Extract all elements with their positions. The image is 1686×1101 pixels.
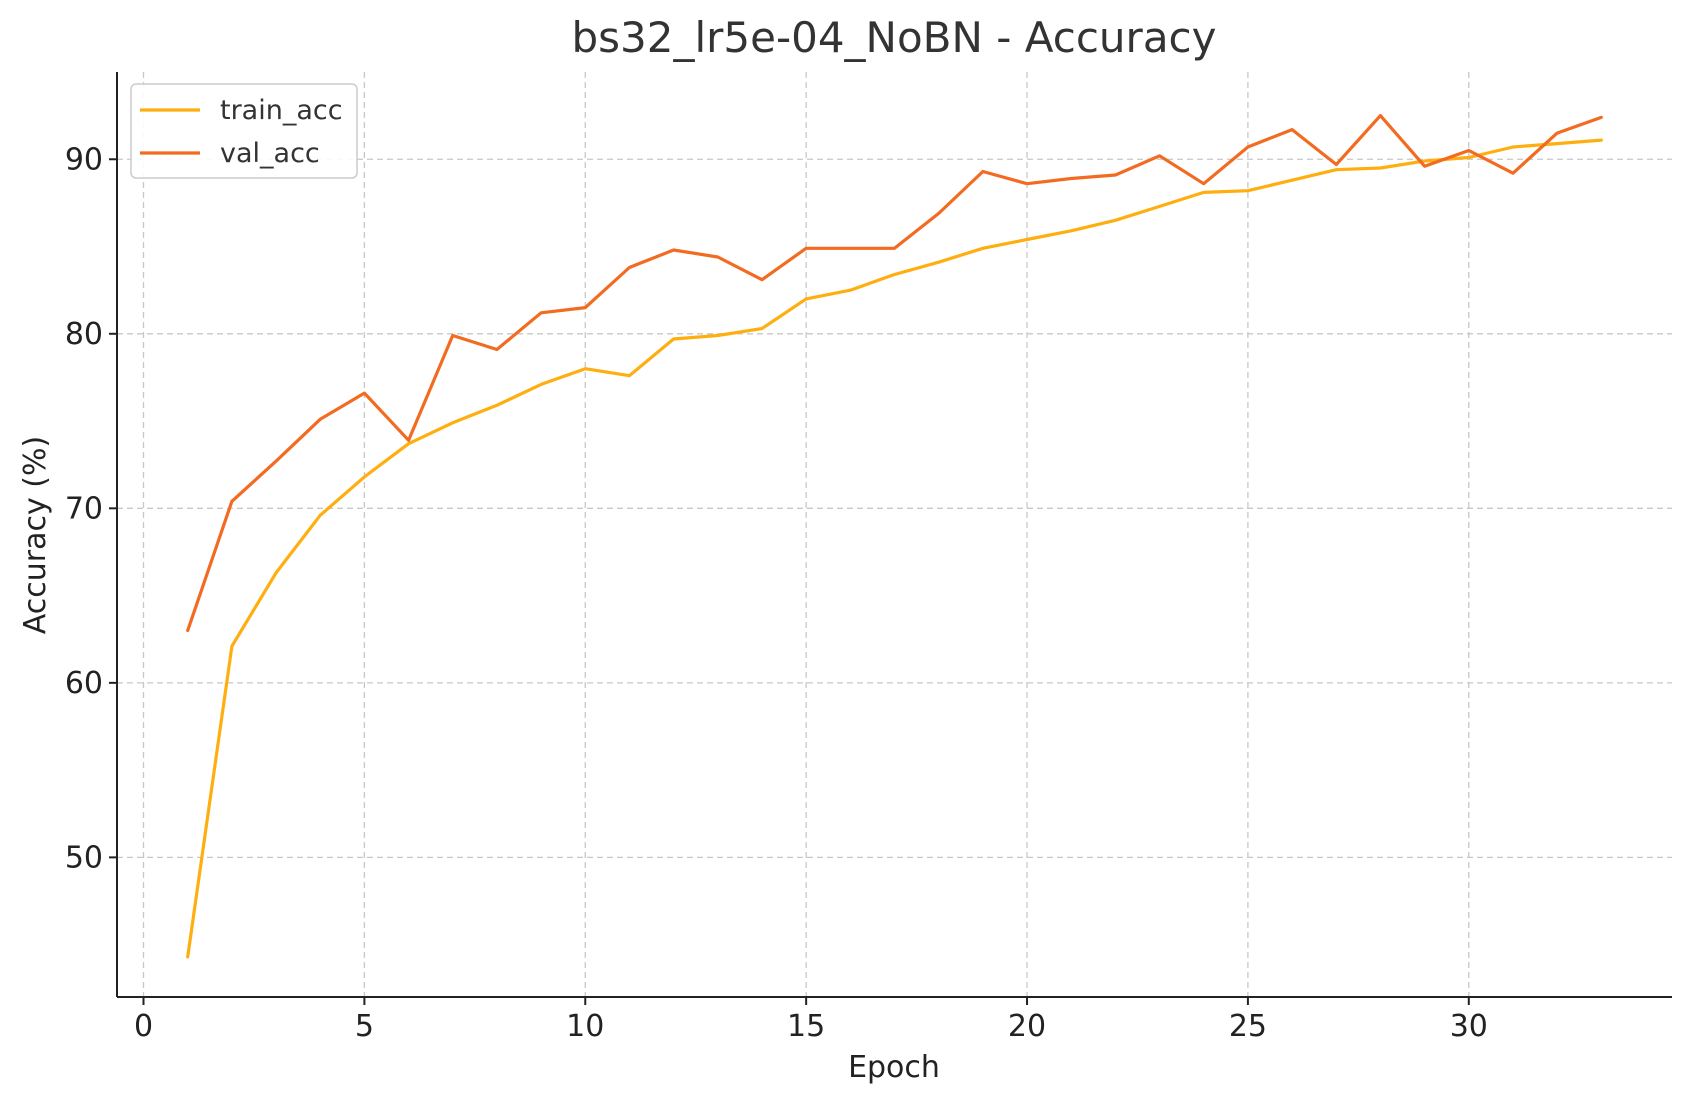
x-tick-label: 10 bbox=[566, 1009, 604, 1044]
x-tick-label: 0 bbox=[134, 1009, 153, 1044]
y-tick-label: 90 bbox=[65, 142, 103, 177]
x-tick-label: 25 bbox=[1229, 1009, 1267, 1044]
x-tick-label: 20 bbox=[1008, 1009, 1046, 1044]
series-line-val-acc bbox=[186, 113, 1603, 633]
axes-layer bbox=[116, 72, 1672, 998]
series-layer bbox=[186, 113, 1603, 959]
y-tick-label: 50 bbox=[65, 840, 103, 875]
y-tick-label: 60 bbox=[65, 666, 103, 701]
grid-layer bbox=[117, 72, 1672, 997]
x-axis-label: Epoch bbox=[848, 1050, 940, 1085]
chart-title: bs32_lr5e-04_NoBN - Accuracy bbox=[571, 13, 1216, 62]
x-tick-label: 15 bbox=[787, 1009, 825, 1044]
y-tick-label: 80 bbox=[65, 317, 103, 352]
y-tick-label: 70 bbox=[65, 491, 103, 526]
legend-label-val-acc: val_acc bbox=[220, 138, 320, 169]
y-axis-label: Accuracy (%) bbox=[18, 436, 53, 634]
legend-label-train-acc: train_acc bbox=[220, 95, 343, 126]
legend: train_acc val_acc bbox=[130, 83, 358, 179]
x-tick-label: 30 bbox=[1450, 1009, 1488, 1044]
series-line-train-acc bbox=[186, 138, 1603, 959]
ticks-layer: 0 5 10 15 20 25 30 50 60 70 80 90 bbox=[65, 142, 1488, 1044]
x-tick-label: 5 bbox=[355, 1009, 374, 1044]
